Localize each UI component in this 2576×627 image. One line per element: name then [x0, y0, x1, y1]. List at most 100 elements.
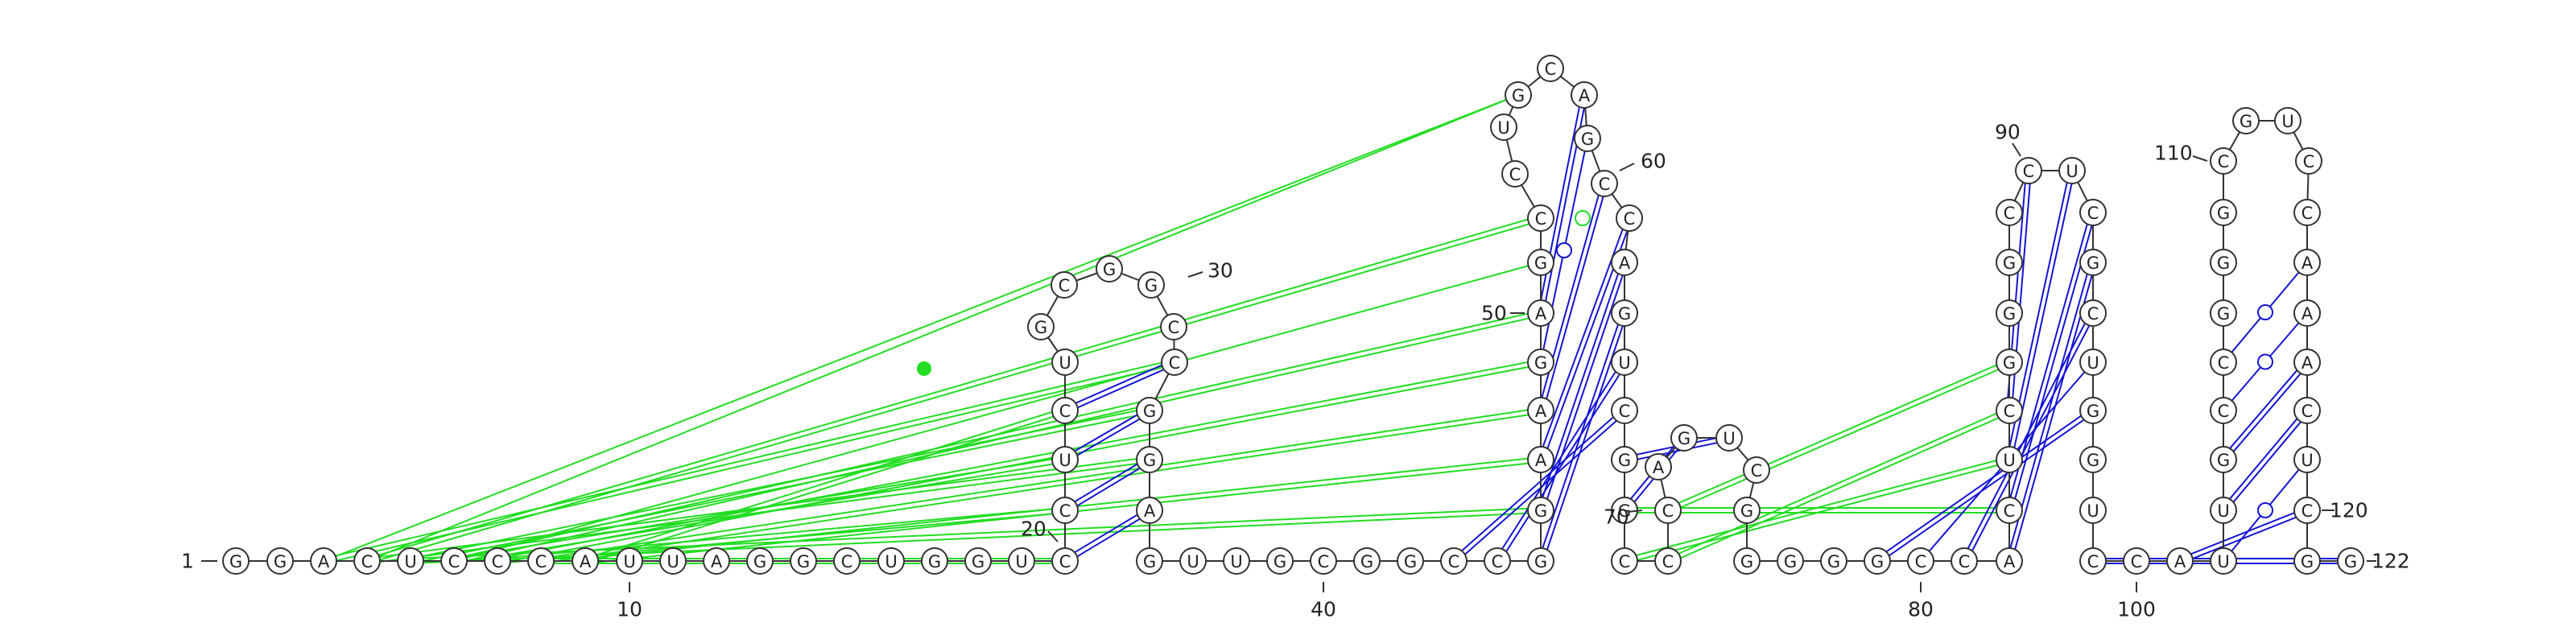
nucleotide: C [1654, 547, 1682, 575]
position-number: 122 [2372, 550, 2410, 573]
nucleotide-circle [2293, 349, 2321, 376]
nucleotide: U [1051, 446, 1079, 473]
nucleotide-letter: C [2023, 162, 2035, 181]
nucleotide-circle [2123, 547, 2150, 575]
nucleotide-circle [1160, 313, 1187, 340]
nucleotide: G [1096, 255, 1123, 283]
base-pair-line [1542, 262, 1628, 512]
position-label: 70 [1604, 505, 1643, 529]
nucleotide-circle [1527, 349, 1554, 376]
base-pair-line [1538, 94, 1583, 313]
nucleotide-circle [2293, 497, 2321, 524]
nucleotide-letter: C [1599, 175, 1611, 194]
nucleotide: G [1670, 424, 1698, 452]
nucleotide-letter: A [2301, 353, 2314, 373]
nucleotide: G [1137, 271, 1165, 299]
pseudoknot-line [1666, 407, 2009, 560]
nucleotide-circle [1136, 497, 1163, 524]
nucleotide: C [1996, 199, 2023, 226]
nucleotide-letter: C [2301, 402, 2314, 421]
nucleotide: C [2295, 147, 2322, 175]
nucleotide-circle [1733, 497, 1761, 524]
position-number: 90 [1995, 121, 2021, 144]
nucleotide-circle [1537, 55, 1564, 82]
nucleotide-circle [1484, 547, 1511, 575]
nucleotide: G [1527, 249, 1554, 276]
nucleotide-circle [1266, 547, 1294, 575]
nucleotide-letter: U [404, 552, 416, 571]
nucleotide: C [2079, 547, 2107, 575]
nucleotide-letter: G [1827, 552, 1840, 571]
nucleotide: C [527, 547, 555, 575]
nucleotide-circle [1777, 547, 1804, 575]
nucleotide: G [1996, 299, 2023, 327]
nucleotide-letter: U [623, 552, 635, 571]
nucleotide-circle [2274, 107, 2301, 134]
position-number: 10 [617, 598, 642, 621]
nucleotide: G [964, 547, 992, 575]
nucleotide: C [2293, 397, 2321, 424]
nucleotide: U [616, 547, 643, 575]
pseudoknot-line [497, 359, 1541, 560]
nucleotide-circle [1051, 397, 1079, 424]
nucleotide-circle [1136, 446, 1163, 473]
nucleotide-letter: C [1318, 552, 1330, 571]
nucleotide-circle [2210, 547, 2237, 575]
nucleotide-letter: A [1579, 86, 1591, 105]
nucleotide: C [1996, 497, 2023, 524]
nucleotide-circle [2079, 349, 2107, 376]
nucleotide-circle [2293, 299, 2321, 327]
nucleotide: U [1051, 349, 1079, 376]
nucleotide-circle [1051, 271, 1078, 299]
nucleotide-letter: U [2003, 451, 2015, 470]
nucleotide: C [1527, 204, 1554, 232]
position-label: 10 [617, 582, 642, 621]
nucleotide-circle [1996, 497, 2023, 524]
nucleotide: C [1951, 547, 1978, 575]
nucleotide-circle [1654, 497, 1682, 524]
nucleotide-circle [1611, 299, 1638, 327]
nucleotide-letter: C [1662, 552, 1674, 571]
nucleotide-letter: C [492, 552, 504, 571]
nucleotide-letter: G [2087, 254, 2099, 273]
nucleotide-letter: A [711, 552, 723, 571]
position-number: 30 [1208, 259, 1233, 283]
nucleotide-letter: C [448, 552, 460, 571]
nucleotide-letter: U [1230, 552, 1242, 571]
nucleotide-letter: A [1535, 304, 1547, 324]
nucleotide-circle [1397, 547, 1424, 575]
nucleotide-letter: C [1059, 552, 1071, 571]
pseudoknot-line [365, 215, 1541, 560]
nucleotide-letter: C [1535, 209, 1547, 229]
nucleotide: A [1136, 497, 1163, 524]
nucleotide: U [2293, 446, 2321, 473]
nucleotide: C [353, 547, 381, 575]
nucleotide-letter: G [2003, 254, 2016, 273]
pseudoknot-wobble-marker [1575, 210, 1591, 226]
nucleotide-circle [572, 547, 599, 575]
nucleotide-circle [1645, 453, 1672, 481]
nucleotide-circle [1996, 349, 2023, 376]
nucleotide-circle [2079, 199, 2107, 226]
nucleotide-letter: G [1534, 552, 1547, 571]
base-pair-line [1063, 456, 1149, 509]
nucleotide-letter: C [1619, 552, 1631, 571]
nucleotide: G [1027, 313, 1055, 340]
nucleotide: U [2274, 107, 2301, 134]
nucleotide-circle [2210, 299, 2237, 327]
nucleotide-circle [2293, 199, 2321, 226]
nucleotide-letter: G [2217, 451, 2230, 470]
nucleotide: G [1733, 547, 1761, 575]
nucleotide-circle [1527, 204, 1554, 232]
nucleotide-circle [2079, 547, 2107, 575]
nucleotide: U [1490, 113, 1517, 141]
nucleotide-letter: U [2301, 451, 2313, 470]
nucleotide-letter: C [1448, 552, 1460, 571]
nucleotide-letter: G [1534, 501, 1547, 521]
nucleotide-circle [2293, 397, 2321, 424]
nucleotide: U [1715, 424, 1743, 452]
nucleotide-circle [2079, 299, 2107, 327]
nucleotide: G [1527, 349, 1554, 376]
nucleotide-circle [1527, 497, 1554, 524]
nucleotide: C [1616, 204, 1643, 232]
